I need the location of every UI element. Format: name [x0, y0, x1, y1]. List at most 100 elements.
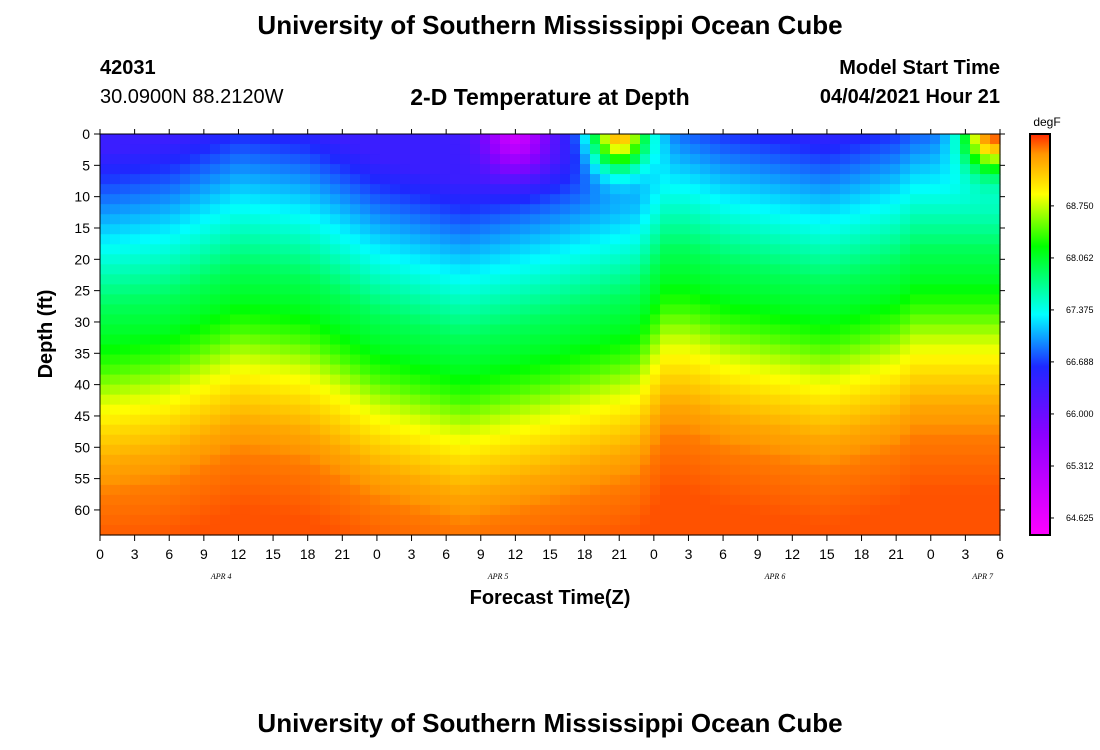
heatmap-cell — [810, 324, 821, 336]
heatmap-cell — [340, 204, 351, 215]
heatmap-cell — [110, 154, 121, 165]
heatmap-cell — [540, 224, 551, 235]
heatmap-cell — [160, 424, 171, 436]
heatmap-cell — [110, 134, 121, 145]
heatmap-cell — [110, 214, 121, 225]
heatmap-cell — [880, 244, 891, 255]
heatmap-cell — [220, 464, 231, 476]
heatmap-cell — [260, 394, 271, 406]
heatmap-cell — [370, 344, 381, 356]
heatmap-cell — [150, 324, 161, 336]
heatmap-cell — [100, 504, 111, 516]
heatmap-cell — [230, 334, 241, 346]
heatmap-cell — [870, 344, 881, 356]
heatmap-cell — [660, 134, 671, 145]
heatmap-cell — [600, 144, 611, 155]
heatmap-cell — [830, 244, 841, 255]
heatmap-cell — [940, 224, 951, 235]
heatmap-cell — [890, 384, 901, 396]
heatmap-cell — [990, 434, 1001, 446]
heatmap-cell — [780, 234, 791, 245]
heatmap-cell — [760, 484, 771, 496]
heatmap-cell — [440, 154, 451, 165]
heatmap-cell — [900, 274, 911, 285]
heatmap-cell — [230, 264, 241, 275]
heatmap-cell — [400, 504, 411, 516]
heatmap-cell — [770, 174, 781, 185]
heatmap-cell — [380, 404, 391, 416]
heatmap-cell — [800, 164, 811, 175]
heatmap-cell — [390, 524, 401, 536]
heatmap-cell — [480, 134, 491, 145]
heatmap-cell — [570, 224, 581, 235]
heatmap-cell — [540, 364, 551, 376]
heatmap-cell — [200, 224, 211, 235]
heatmap-cell — [490, 314, 501, 326]
heatmap-cell — [610, 134, 621, 145]
heatmap-cell — [660, 234, 671, 245]
heatmap-cell — [750, 174, 761, 185]
heatmap-cell — [160, 404, 171, 416]
heatmap-cell — [900, 294, 911, 306]
heatmap-cell — [910, 474, 921, 486]
heatmap-cell — [630, 514, 641, 526]
heatmap-cell — [900, 364, 911, 376]
heatmap-cell — [510, 374, 521, 386]
heatmap-cell — [530, 404, 541, 416]
heatmap-cell — [960, 444, 971, 456]
heatmap-cell — [160, 394, 171, 406]
heatmap-cell — [580, 314, 591, 326]
heatmap-cell — [630, 204, 641, 215]
heatmap-cell — [750, 414, 761, 426]
heatmap-cell — [840, 204, 851, 215]
heatmap-cell — [320, 524, 331, 536]
heatmap-cell — [160, 214, 171, 225]
heatmap-cell — [330, 224, 341, 235]
heatmap-cell — [540, 504, 551, 516]
heatmap-cell — [590, 394, 601, 406]
heatmap-cell — [740, 344, 751, 356]
heatmap-cell — [350, 494, 361, 506]
heatmap-cell — [230, 224, 241, 235]
heatmap-cell — [890, 364, 901, 376]
heatmap-cell — [900, 284, 911, 296]
heatmap-cell — [890, 404, 901, 416]
heatmap-cell — [280, 354, 291, 366]
heatmap-cell — [850, 164, 861, 175]
heatmap-cell — [440, 424, 451, 436]
heatmap-cell — [750, 524, 761, 536]
heatmap-cell — [530, 394, 541, 406]
heatmap-cell — [870, 244, 881, 255]
heatmap-cell — [700, 304, 711, 316]
heatmap-cell — [280, 334, 291, 346]
heatmap-cell — [520, 244, 531, 255]
heatmap-cell — [940, 334, 951, 346]
heatmap-cell — [160, 194, 171, 205]
heatmap-cell — [950, 164, 961, 175]
heatmap-cell — [920, 344, 931, 356]
heatmap-cell — [870, 454, 881, 466]
heatmap-cell — [380, 454, 391, 466]
heatmap-cell — [650, 504, 661, 516]
heatmap-cell — [810, 394, 821, 406]
heatmap-cell — [910, 304, 921, 316]
heatmap-cell — [960, 504, 971, 516]
heatmap-cell — [950, 444, 961, 456]
heatmap-cell — [830, 274, 841, 285]
heatmap-cell — [720, 224, 731, 235]
heatmap-cell — [720, 454, 731, 466]
heatmap-cell — [980, 224, 991, 235]
heatmap-cell — [210, 254, 221, 265]
heatmap-cell — [190, 444, 201, 456]
heatmap-cell — [760, 464, 771, 476]
heatmap-cell — [300, 424, 311, 436]
heatmap-cell — [300, 144, 311, 155]
heatmap-cell — [320, 414, 331, 426]
heatmap-cell — [550, 314, 561, 326]
heatmap-cell — [100, 404, 111, 416]
heatmap-cell — [590, 284, 601, 296]
heatmap-cell — [160, 284, 171, 296]
heatmap-cell — [250, 334, 261, 346]
heatmap-cell — [330, 284, 341, 296]
